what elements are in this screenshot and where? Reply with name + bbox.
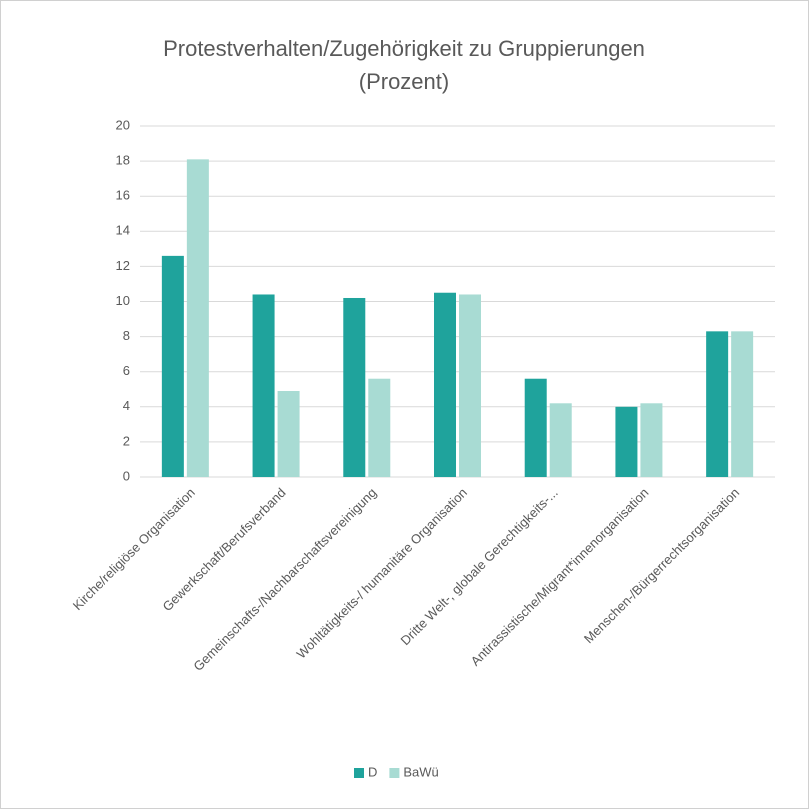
bar [252, 294, 275, 477]
bar [277, 391, 300, 477]
bar [459, 294, 481, 477]
y-tick-label: 4 [123, 398, 130, 413]
bar [434, 292, 456, 477]
bar [524, 378, 547, 477]
legend-label: D [368, 764, 377, 779]
y-tick-label: 14 [116, 223, 130, 238]
legend-swatch [389, 768, 400, 778]
bar [640, 403, 663, 477]
bar [368, 378, 391, 477]
y-tick-label: 10 [116, 293, 130, 308]
chart-title: (Prozent) [359, 69, 449, 94]
bar [343, 297, 366, 477]
legend-label: BaWü [403, 764, 438, 779]
y-tick-label: 2 [123, 433, 130, 448]
bar [615, 406, 638, 477]
y-tick-label: 16 [116, 188, 130, 203]
bar [549, 403, 572, 477]
y-tick-label: 6 [123, 363, 130, 378]
bar [161, 255, 184, 477]
bar [731, 331, 754, 477]
y-tick-label: 8 [123, 328, 130, 343]
y-tick-label: 12 [116, 258, 130, 273]
y-tick-label: 18 [116, 153, 130, 168]
legend-swatch [354, 768, 364, 778]
bar [186, 159, 209, 477]
chart-title: Protestverhalten/Zugehörigkeit zu Gruppi… [163, 36, 645, 61]
y-tick-label: 20 [116, 117, 130, 132]
bar [706, 331, 729, 477]
y-tick-label: 0 [123, 468, 130, 483]
